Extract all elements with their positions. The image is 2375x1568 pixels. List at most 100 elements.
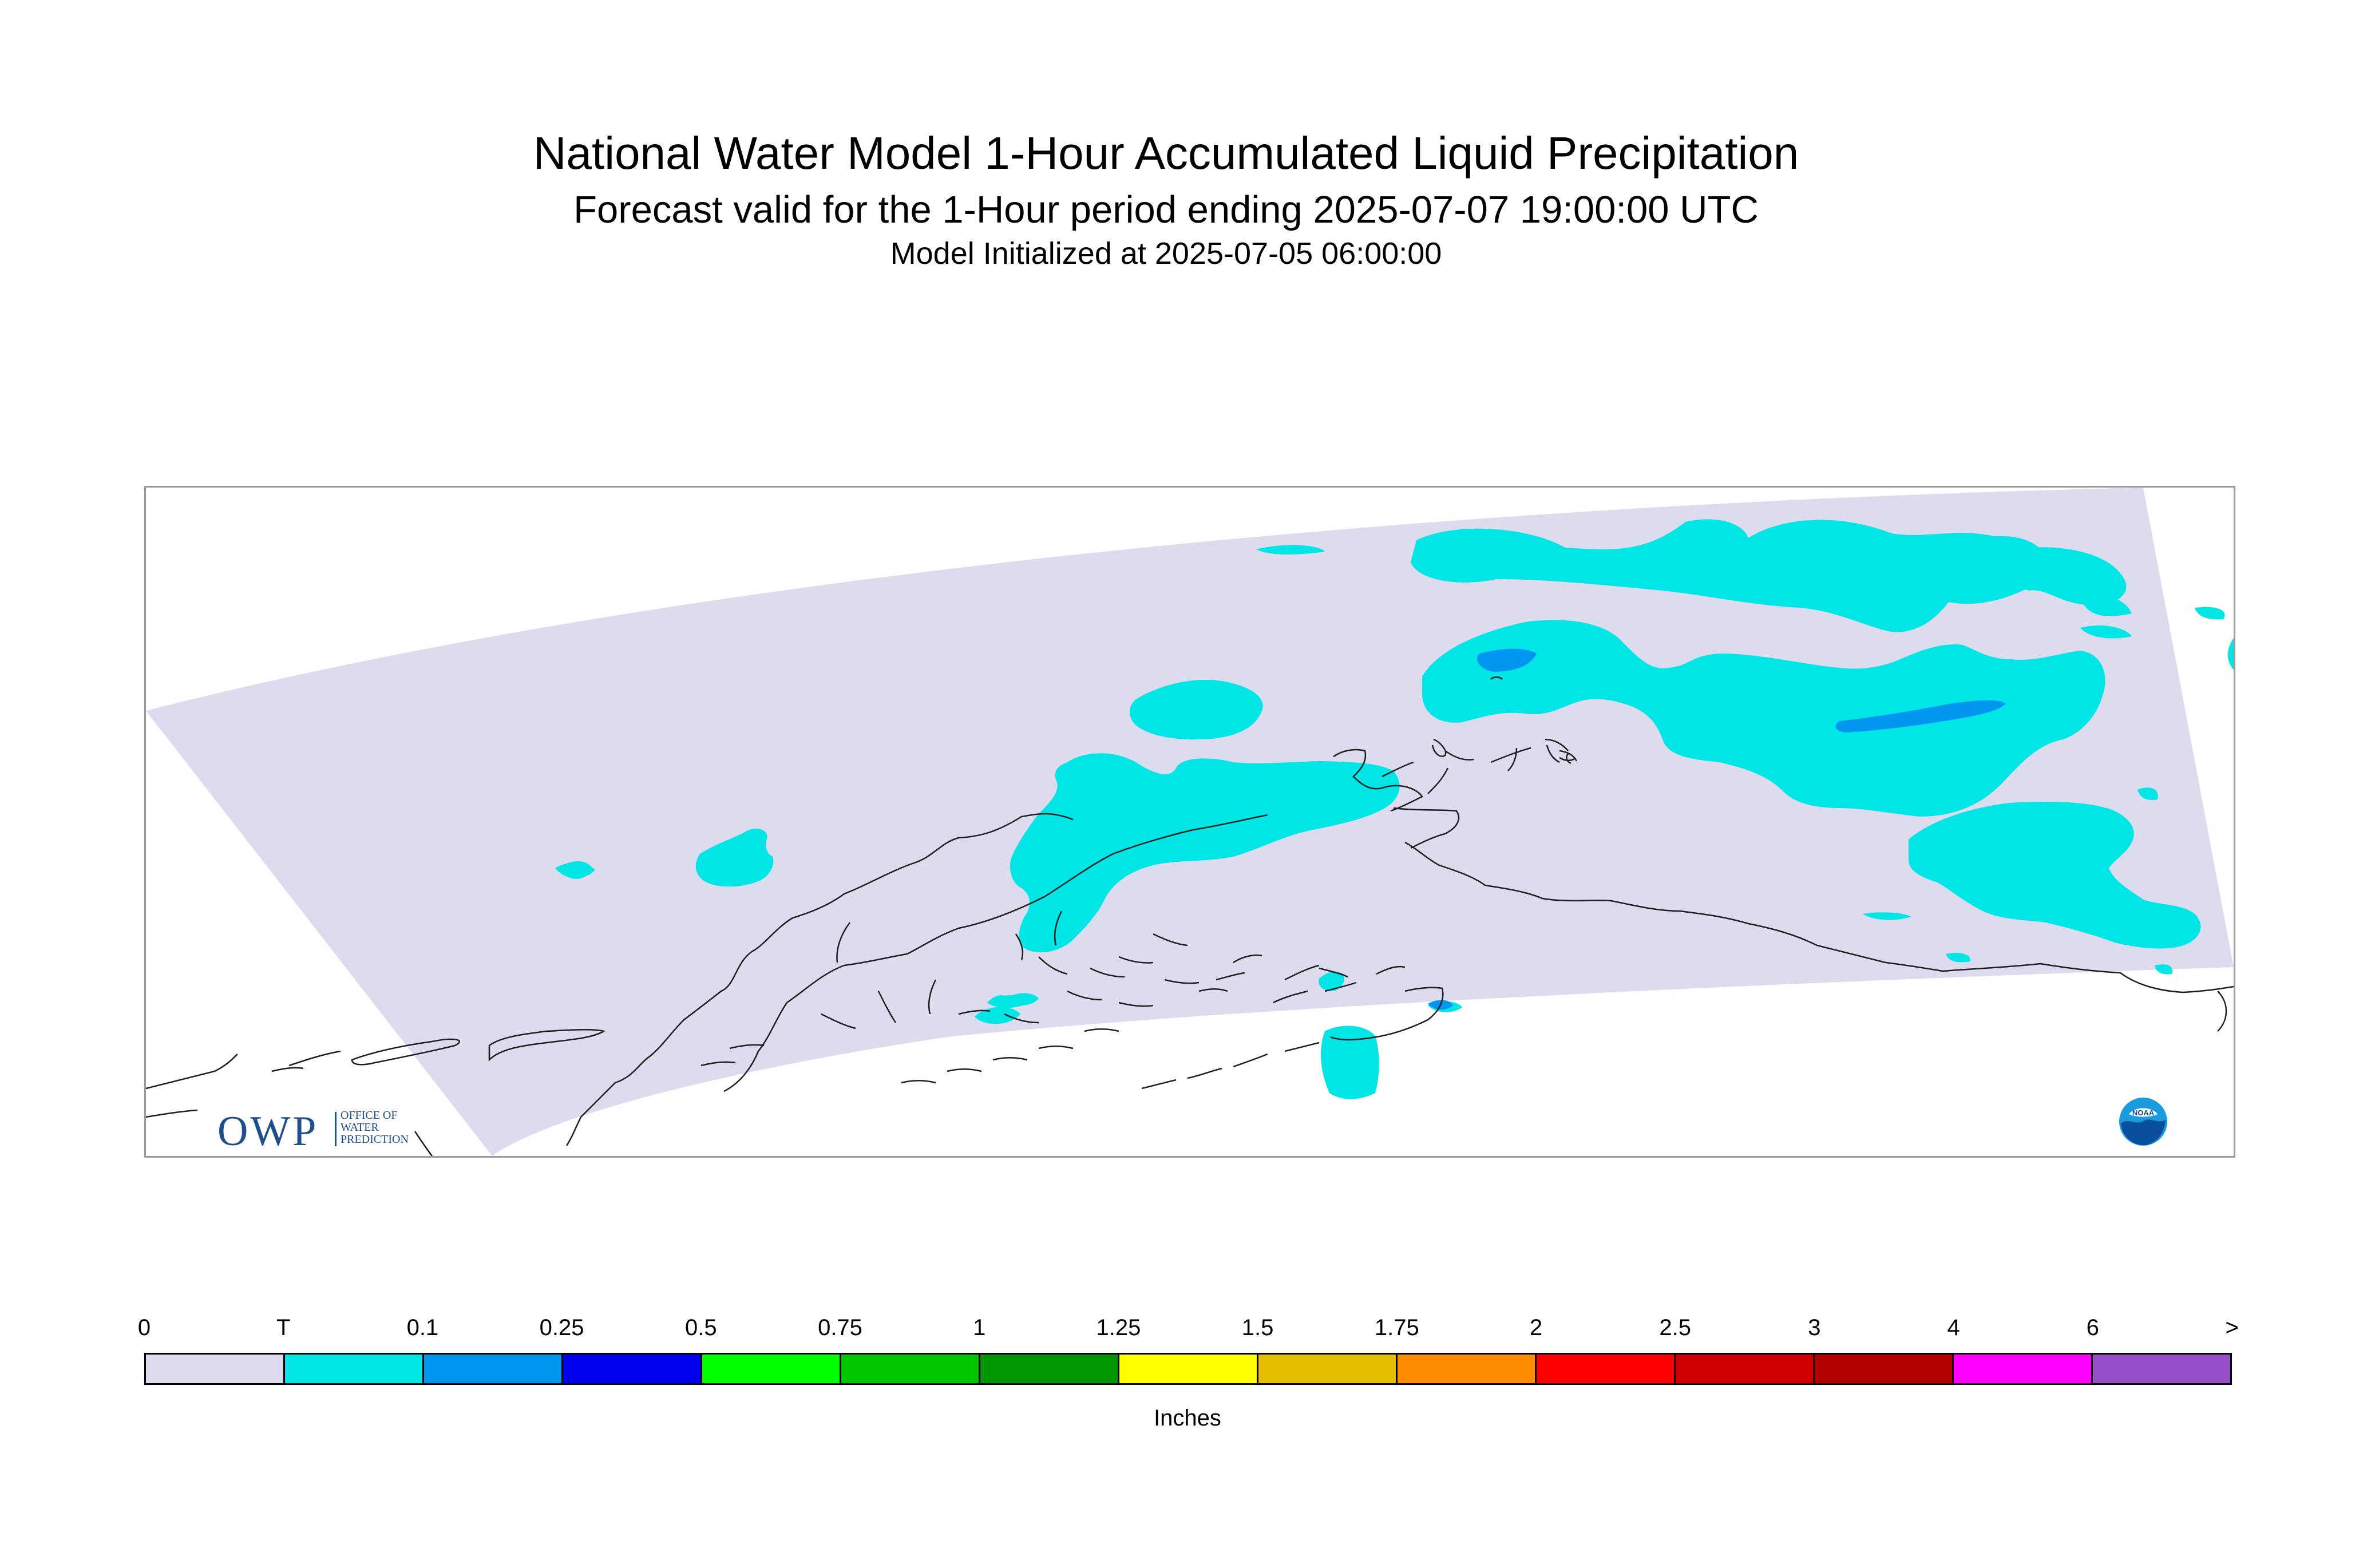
precip-area (2080, 594, 2132, 616)
precip-area (2138, 787, 2158, 801)
precip-area (1863, 912, 1911, 920)
precip-area (987, 995, 1030, 1008)
legend-tick-label: 1.75 (1374, 1315, 1419, 1340)
coastline (1324, 981, 1357, 992)
coastline (958, 1009, 991, 1015)
map-panel (144, 486, 2235, 1158)
coastline (1216, 972, 1245, 981)
coastline (1164, 979, 1200, 984)
map-subtitle: Forecast valid for the 1-Hour period end… (573, 188, 1759, 231)
coastline (146, 1109, 198, 1118)
owp-logo-words: OFFICE OF WATER PREDICTION (341, 1110, 409, 1146)
coastline (488, 1029, 606, 1062)
precip-light-areas (1428, 648, 2006, 1010)
coastline (729, 1044, 765, 1050)
coastline (1054, 910, 1063, 946)
legend-tick-label: 0.1 (406, 1315, 439, 1340)
map-title: National Water Model 1-Hour Accumulated … (533, 128, 1799, 179)
precip-area (1319, 971, 1345, 991)
precip-area (695, 828, 774, 887)
coastline (1319, 967, 1348, 978)
legend-tick-label: 1.25 (1096, 1315, 1141, 1340)
coastline (1015, 933, 1024, 960)
coastline (821, 1013, 856, 1030)
coastline (928, 979, 937, 1015)
legend-swatch (980, 1355, 1119, 1383)
precip-area (1909, 802, 2201, 949)
precip-area (1422, 620, 2105, 817)
precip-area (2004, 547, 2127, 605)
coastline (351, 1038, 460, 1066)
owp-logo-divider (335, 1112, 337, 1146)
owp-logo-word: PREDICTION (341, 1133, 409, 1146)
coastline (1187, 1067, 1222, 1079)
legend-tick-label: 6 (2086, 1315, 2099, 1340)
coastline (1330, 987, 1444, 1041)
color-legend (144, 1353, 2232, 1385)
coastline (1942, 963, 2234, 993)
precip-area (1321, 1025, 1379, 1099)
coastline (1198, 988, 1228, 992)
coastline (901, 1080, 936, 1084)
coastline (1546, 745, 1560, 763)
legend-swatch (563, 1355, 702, 1383)
legend-tick-label: 0.25 (539, 1315, 584, 1340)
noaa-logo-gull (2129, 1108, 2158, 1117)
precip-area (1010, 753, 1400, 953)
coastline (1444, 750, 1474, 761)
precip-trace-areas (555, 519, 2234, 1099)
coastline (1559, 750, 1578, 762)
coastline (1333, 749, 1423, 812)
coastline (1038, 1046, 1074, 1050)
coastline (1141, 1079, 1177, 1090)
coastline (1284, 964, 1320, 981)
legend-swatch (1954, 1355, 2093, 1383)
precip-area (1411, 519, 2047, 632)
legend-tick-label: 2 (1529, 1315, 1543, 1340)
legend-tick-label: 0 (137, 1315, 151, 1340)
coastline (1545, 738, 1569, 751)
coastline (414, 1131, 433, 1156)
coastline (146, 1054, 238, 1090)
noaa-logo-wave (2121, 1119, 2166, 1145)
legend-tick-label: T (276, 1315, 291, 1340)
coastline (1393, 807, 1460, 849)
coastline (288, 1050, 341, 1067)
precip-area (2227, 638, 2234, 670)
legend-swatch (702, 1355, 841, 1383)
legend-units: Inches (1154, 1405, 1221, 1431)
coastline (1084, 1028, 1119, 1032)
coastline (1118, 1001, 1154, 1007)
coastline (565, 813, 1074, 1146)
coastline (1376, 965, 1406, 975)
coastline (947, 1068, 982, 1072)
coastline (1004, 1013, 1039, 1024)
coastline (992, 1057, 1028, 1061)
coastline (1038, 956, 1068, 975)
legend-tick-label: 1.5 (1241, 1315, 1274, 1340)
legend-swatch (1676, 1355, 1815, 1383)
owp-logo-word: OFFICE OF (341, 1109, 398, 1122)
legend-tick-label: 0.5 (684, 1315, 717, 1340)
legend-swatch (1258, 1355, 1398, 1383)
legend-tick-label: 1 (973, 1315, 986, 1340)
legend-swatch (424, 1355, 563, 1383)
legend-swatch (1119, 1355, 1258, 1383)
coastline (1233, 1053, 1268, 1068)
legend-swatch (841, 1355, 980, 1383)
legend-tick-label: 3 (1808, 1315, 1821, 1340)
legend-tick-label: > (2225, 1315, 2239, 1340)
coastline (2217, 991, 2227, 1032)
coastlines (146, 676, 2234, 1156)
precip-area (1946, 953, 1971, 963)
coastline (1067, 990, 1102, 1001)
legend-swatch (146, 1355, 285, 1383)
map-canvas (146, 488, 2234, 1156)
legend-swatch (1537, 1355, 1676, 1383)
coastline (907, 814, 1268, 955)
precip-area (1256, 545, 1325, 555)
precip-area (1477, 648, 1537, 672)
noaa-logo-text: NOAA (2132, 1108, 2155, 1117)
coastline (1382, 761, 1414, 778)
coastline (877, 991, 897, 1023)
